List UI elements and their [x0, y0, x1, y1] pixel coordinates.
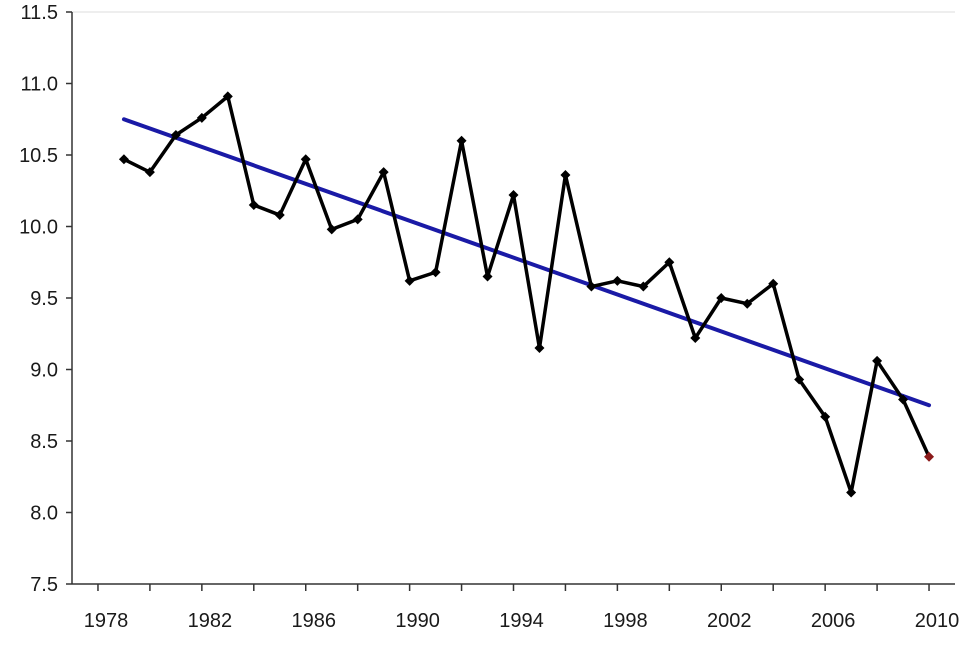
data-point [690, 333, 701, 344]
data-point [664, 257, 675, 268]
data-point [508, 190, 519, 201]
y-tick-label: 7.5 [30, 574, 58, 596]
data-point [612, 275, 623, 286]
y-tick-label: 9.5 [30, 288, 58, 310]
data-point [716, 293, 727, 303]
x-tick-label: 1990 [395, 610, 440, 632]
x-tick-label: 1998 [603, 610, 648, 632]
data-point [456, 135, 467, 146]
data-point [430, 267, 441, 278]
y-tick-label: 9.0 [30, 360, 58, 382]
x-tick-label: 2010 [915, 610, 960, 632]
data-point [898, 394, 909, 405]
y-tick-label: 8.5 [30, 431, 58, 453]
x-tick-label: 2006 [811, 610, 856, 632]
y-tick-label: 11.0 [21, 74, 58, 96]
data-point [768, 278, 779, 289]
data-point [378, 167, 389, 178]
y-tick-label: 10.0 [19, 217, 58, 239]
data-point-latest [924, 451, 935, 462]
data-point [872, 355, 883, 366]
data-point [196, 112, 207, 123]
y-tick-label: 11.5 [21, 2, 58, 24]
data-point [560, 170, 571, 181]
data-point [222, 91, 233, 102]
data-point [170, 129, 181, 140]
data-point [742, 298, 753, 309]
data-point [118, 154, 129, 165]
data-series-line [123, 94, 931, 495]
data-point [352, 214, 363, 225]
y-tick-label: 8.0 [30, 503, 58, 525]
y-tick-label: 10.5 [19, 145, 58, 167]
data-point [586, 281, 597, 292]
x-tick-label: 1978 [84, 610, 129, 632]
data-point [326, 224, 337, 235]
x-tick-label: 1982 [188, 610, 233, 632]
data-point [300, 154, 311, 165]
x-tick-label: 2002 [707, 610, 752, 632]
data-point [144, 167, 155, 178]
data-point [404, 275, 415, 286]
data-point [534, 343, 545, 354]
data-point [820, 411, 831, 422]
x-tick-label: 1994 [499, 610, 544, 632]
data-point [794, 374, 805, 385]
data-point [638, 281, 649, 292]
x-tick-label: 1986 [291, 610, 336, 632]
data-point [248, 200, 259, 211]
data-point [274, 210, 285, 221]
data-point [846, 487, 857, 498]
data-point [482, 271, 493, 282]
